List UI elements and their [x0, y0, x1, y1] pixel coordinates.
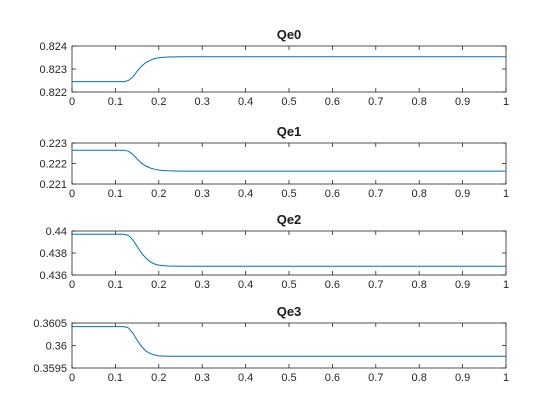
y-tick-label: 0.223 — [39, 138, 67, 150]
x-tick-label: 0.3 — [195, 96, 210, 108]
subplot-title: Qe1 — [277, 124, 302, 139]
x-tick-label: 0.5 — [281, 372, 296, 384]
x-tick-label: 0.9 — [455, 188, 470, 200]
axes-box — [71, 142, 507, 185]
x-tick-label: 0.8 — [412, 372, 427, 384]
y-tick-label: 0.3605 — [33, 318, 67, 330]
series-line-qe2 — [72, 233, 506, 267]
subplot-qe1: Qe1 0 0.1 0.2 0.3 0.4 0.5 0.6 0.7 0.8 0.9 1 0.221 0.2… — [39, 124, 509, 200]
x-tick-label: 0.9 — [455, 372, 470, 384]
y-tick-label: 0.3595 — [33, 363, 67, 375]
x-tick-label: 1 — [503, 279, 509, 291]
y-tick-label: 0.823 — [39, 64, 67, 76]
x-tick-label: 0.1 — [108, 96, 123, 108]
subplot-qe2: Qe2 0 0.1 0.2 0.3 0.4 0.5 0.6 0.7 0.8 0.9 1 0.436 0.4… — [39, 212, 509, 291]
subplot-title: Qe3 — [277, 304, 302, 319]
x-tick-label: 0.1 — [108, 188, 123, 200]
y-tick-label: 0.222 — [39, 159, 67, 171]
x-tick-label: 1 — [503, 372, 509, 384]
x-tick-label: 0.5 — [281, 279, 296, 291]
series-line-qe3 — [72, 326, 506, 357]
x-tick-label: 0.4 — [238, 279, 253, 291]
x-tick-label: 0.7 — [368, 188, 383, 200]
subplot-qe0: Qe0 0 0.1 0.2 0.3 0.4 0.5 0.6 0.7 0.8 0.9 1 0.822 0.8… — [39, 27, 509, 108]
y-tick-label: 0.438 — [39, 248, 67, 260]
y-tick-label: 0.221 — [39, 179, 67, 191]
x-tick-label: 0.8 — [412, 279, 427, 291]
y-tick-label: 0.44 — [46, 226, 67, 238]
x-tick-label: 1 — [503, 188, 509, 200]
axes-box — [71, 322, 507, 369]
x-tick-label: 0 — [69, 188, 75, 200]
x-tick-label: 0.2 — [151, 188, 166, 200]
x-tick-label: 0.1 — [108, 279, 123, 291]
x-tick-label: 0.8 — [412, 96, 427, 108]
x-tick-label: 0.3 — [195, 279, 210, 291]
x-tick-label: 0.2 — [151, 372, 166, 384]
x-tick-label: 0.4 — [238, 96, 253, 108]
x-tick-label: 0.5 — [281, 188, 296, 200]
x-tick-label: 0.2 — [151, 96, 166, 108]
subplot-title: Qe0 — [277, 27, 302, 42]
x-tick-label: 0.7 — [368, 279, 383, 291]
x-tick-label: 0.3 — [195, 188, 210, 200]
x-tick-label: 0.6 — [325, 96, 340, 108]
y-tick-label: 0.36 — [46, 341, 67, 353]
x-tick-label: 0.7 — [368, 96, 383, 108]
x-tick-label: 0.4 — [238, 372, 253, 384]
axes-box — [71, 230, 507, 276]
x-tick-label: 0.6 — [325, 279, 340, 291]
subplot-qe3: Qe3 0 0.1 0.2 0.3 0.4 0.5 0.6 0.7 0.8 0.9 1 0.3595 0.… — [33, 304, 509, 384]
x-tick-label: 0.3 — [195, 372, 210, 384]
x-tick-label: 0.8 — [412, 188, 427, 200]
series-line-qe0 — [72, 56, 506, 83]
y-tick-label: 0.436 — [39, 270, 67, 282]
axes-box — [71, 45, 507, 93]
x-tick-label: 0.5 — [281, 96, 296, 108]
x-tick-label: 0.7 — [368, 372, 383, 384]
x-tick-label: 0 — [69, 96, 75, 108]
y-tick-label: 0.822 — [39, 87, 67, 99]
x-tick-label: 0.6 — [325, 372, 340, 384]
x-tick-label: 0.2 — [151, 279, 166, 291]
x-tick-label: 0.9 — [455, 96, 470, 108]
x-tick-label: 0 — [69, 279, 75, 291]
x-tick-label: 1 — [503, 96, 509, 108]
series-line-qe1 — [72, 149, 506, 172]
x-tick-label: 0 — [69, 372, 75, 384]
x-tick-label: 0.4 — [238, 188, 253, 200]
y-tick-label: 0.824 — [39, 41, 67, 53]
x-tick-label: 0.1 — [108, 372, 123, 384]
subplot-title: Qe2 — [277, 212, 302, 227]
x-tick-label: 0.6 — [325, 188, 340, 200]
x-tick-label: 0.9 — [455, 279, 470, 291]
